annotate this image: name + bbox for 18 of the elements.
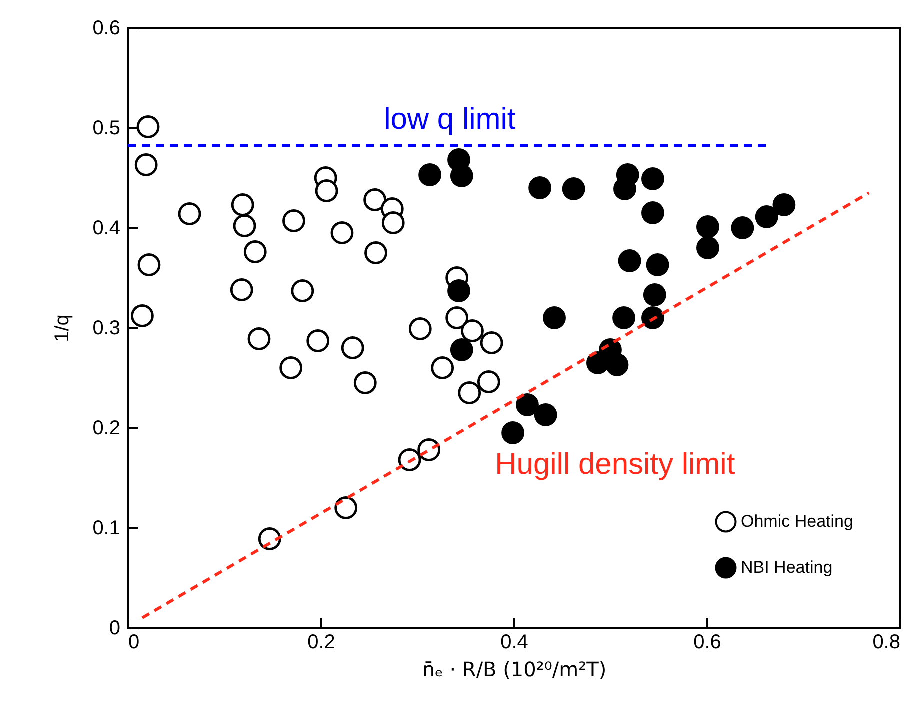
y-tick-label: 0.5: [92, 118, 120, 140]
y-axis-title: 1/q: [52, 314, 74, 342]
legend-label: NBI Heating: [741, 558, 833, 577]
legend-label: Ohmic Heating: [741, 512, 854, 531]
y-tick-label: 0.1: [92, 518, 120, 540]
x-tick-label: 0.2: [308, 632, 336, 654]
y-tick-label: 0.6: [92, 18, 120, 40]
y-tick-label: 0.2: [92, 418, 120, 440]
y-tick-label: 0: [109, 618, 120, 640]
x-tick-label: 0.4: [500, 632, 528, 654]
x-tick-label: 0.6: [694, 632, 722, 654]
x-axis-title: n̄ₑ · R/B (10²⁰/m²T): [422, 658, 607, 682]
y-tick-label: 0.3: [92, 318, 120, 340]
annotation: Hugill density limit: [495, 448, 736, 481]
y-tick-label: 0.4: [92, 218, 120, 240]
x-tick-label: 0: [128, 632, 140, 654]
annotation: low q limit: [384, 102, 516, 136]
x-tick-label: 0.8: [872, 632, 900, 654]
